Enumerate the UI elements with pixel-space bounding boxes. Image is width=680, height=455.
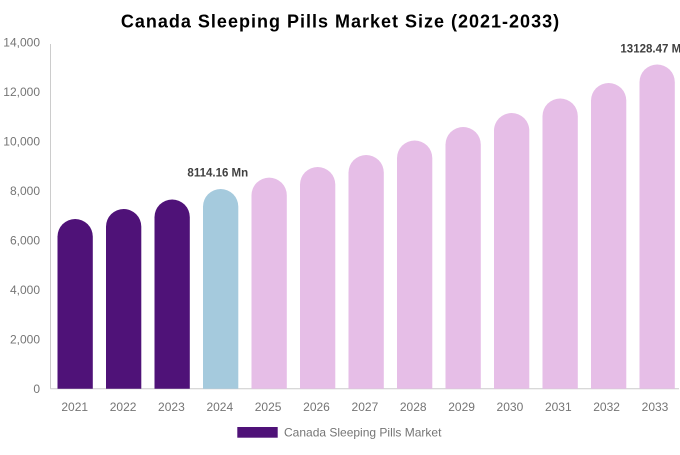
svg-text:12,000: 12,000 bbox=[3, 85, 40, 99]
svg-text:2021: 2021 bbox=[61, 400, 88, 414]
svg-text:14,000: 14,000 bbox=[3, 36, 40, 50]
svg-text:2022: 2022 bbox=[110, 400, 137, 414]
svg-text:2030: 2030 bbox=[497, 400, 524, 414]
svg-text:2026: 2026 bbox=[303, 400, 330, 414]
svg-text:8114.16 Mn: 8114.16 Mn bbox=[187, 167, 248, 179]
svg-text:6,000: 6,000 bbox=[10, 233, 40, 247]
svg-text:2025: 2025 bbox=[255, 400, 282, 414]
svg-text:4,000: 4,000 bbox=[10, 283, 40, 297]
svg-text:2029: 2029 bbox=[448, 400, 475, 414]
svg-text:Canada Sleeping Pills Market S: Canada Sleeping Pills Market Size (2021-… bbox=[121, 11, 560, 31]
svg-text:0: 0 bbox=[33, 382, 40, 396]
svg-text:2027: 2027 bbox=[352, 400, 379, 414]
svg-text:2033: 2033 bbox=[642, 400, 669, 414]
svg-text:2023: 2023 bbox=[158, 400, 185, 414]
svg-text:Canada Sleeping Pills Market: Canada Sleeping Pills Market bbox=[284, 426, 442, 440]
svg-text:2,000: 2,000 bbox=[10, 332, 40, 346]
svg-text:8,000: 8,000 bbox=[10, 184, 40, 198]
svg-text:2028: 2028 bbox=[400, 400, 427, 414]
svg-text:13128.47 Mn: 13128.47 Mn bbox=[620, 43, 680, 55]
svg-text:2024: 2024 bbox=[206, 400, 233, 414]
svg-text:2031: 2031 bbox=[545, 400, 572, 414]
svg-text:2032: 2032 bbox=[593, 400, 620, 414]
svg-text:10,000: 10,000 bbox=[3, 135, 40, 149]
